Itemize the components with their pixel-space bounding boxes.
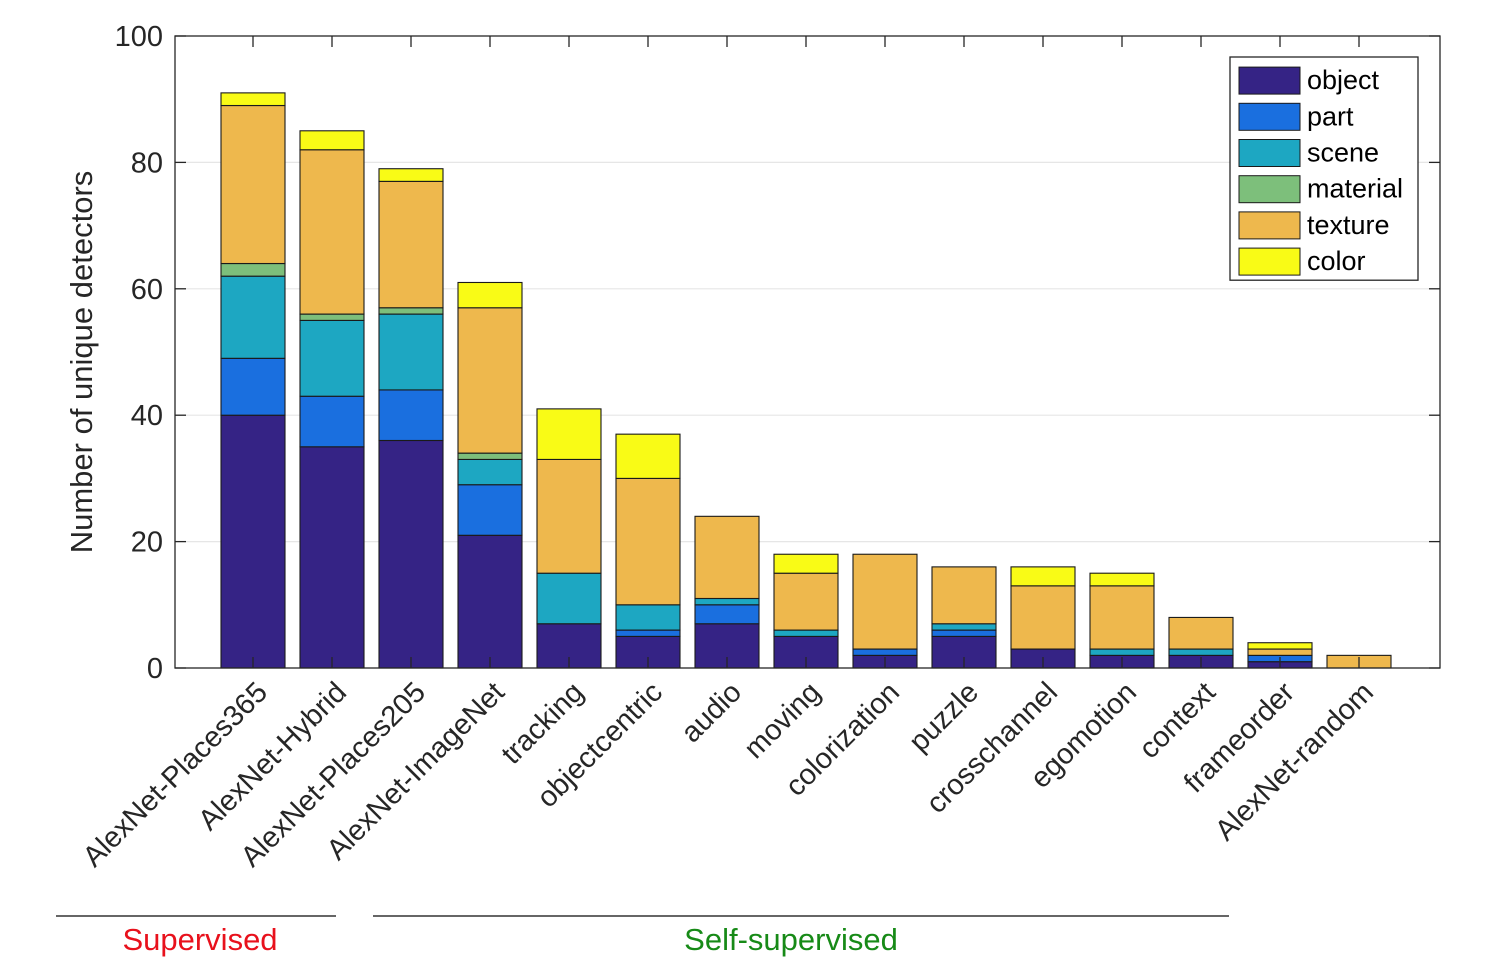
y-axis-title: Number of unique detectors	[64, 171, 99, 554]
bar-segment-part	[378, 389, 444, 442]
bar-segment-color	[615, 433, 681, 479]
legend-label-scene: scene	[1307, 138, 1379, 168]
bar-segment-material	[457, 452, 523, 460]
bar-stack	[1089, 572, 1155, 669]
axes	[174, 35, 1441, 669]
bar-stack	[1168, 616, 1234, 669]
bar-segment-texture	[378, 180, 444, 309]
bar-segment-scene	[615, 604, 681, 631]
legend-swatch-material	[1238, 175, 1301, 204]
bar-segment-texture	[852, 553, 918, 650]
bar-segment-object	[220, 414, 286, 669]
bar-segment-texture	[1089, 585, 1155, 650]
bar-segment-texture	[694, 515, 760, 600]
y-tick-label: 60	[131, 274, 163, 306]
bar-segment-scene	[536, 572, 602, 625]
group-label-supervised: Supervised	[122, 922, 277, 957]
bar-stack	[1010, 566, 1076, 669]
bar-segment-material	[220, 262, 286, 277]
bar-segment-color	[1089, 572, 1155, 587]
bar-segment-scene	[773, 629, 839, 637]
bar-segment-color	[299, 130, 365, 151]
bar-segment-part	[694, 604, 760, 625]
legend-swatch-scene	[1238, 139, 1301, 167]
bar-segment-texture	[1247, 648, 1313, 656]
bar-segment-part	[457, 484, 523, 536]
legend-label-color: color	[1307, 246, 1366, 276]
bar-segment-color	[536, 408, 602, 460]
y-tick-label: 0	[147, 653, 163, 685]
bar-segment-texture	[1168, 616, 1234, 650]
group-annotations: Supervised Self-supervised	[56, 915, 1229, 957]
bar-segment-part	[931, 629, 997, 637]
legend: object part scene material texture color	[1229, 56, 1419, 281]
bar-stack	[931, 566, 997, 669]
bar-segment-object	[378, 439, 444, 669]
bar-segment-scene	[378, 313, 444, 391]
bar-segment-color	[1247, 642, 1313, 650]
legend-label-object: object	[1307, 65, 1380, 95]
bar-stack	[299, 130, 365, 669]
bar-stack	[694, 515, 760, 669]
bar-segment-texture	[615, 477, 681, 606]
bar-segment-color	[378, 168, 444, 182]
bar-segment-texture	[299, 149, 365, 315]
bar-segment-texture	[457, 307, 523, 454]
legend-label-texture: texture	[1307, 210, 1390, 240]
plot-frame	[174, 35, 1441, 669]
bar-segment-object	[299, 446, 365, 669]
bar-segment-color	[1010, 566, 1076, 587]
bar-segment-texture	[1010, 585, 1076, 650]
bar-segment-texture	[773, 572, 839, 631]
bar-segment-part	[220, 357, 286, 416]
bar-segment-color	[773, 553, 839, 574]
bar-segment-scene	[694, 597, 760, 606]
bar-segment-object	[457, 534, 523, 669]
legend-swatch-part	[1238, 102, 1301, 131]
group-label-self-supervised: Self-supervised	[684, 922, 898, 957]
legend-swatch-texture	[1238, 211, 1301, 240]
bar-stack	[378, 168, 444, 669]
bar-segment-scene	[931, 623, 997, 631]
legend-swatch-object	[1238, 66, 1301, 95]
y-tick-label: 80	[131, 147, 163, 179]
bar-segment-part	[299, 395, 365, 448]
bar-segment-scene	[299, 319, 365, 397]
bar-segment-material	[378, 307, 444, 315]
y-tick-label: 40	[131, 400, 163, 432]
legend-label-part: part	[1307, 101, 1354, 131]
bar-stack	[220, 92, 286, 669]
bar-segment-texture	[931, 566, 997, 625]
bar-stack	[457, 281, 523, 669]
bar-segment-part	[615, 629, 681, 637]
bars	[220, 92, 1392, 669]
bar-segment-material	[299, 313, 365, 321]
bar-segment-scene	[220, 275, 286, 359]
bar-segment-scene	[1168, 648, 1234, 656]
bar-segment-scene	[1089, 648, 1155, 656]
bar-stack	[615, 433, 681, 669]
bar-segment-color	[457, 281, 523, 309]
y-tick-labels: 0 20 40 60 80 100	[115, 21, 163, 685]
y-tick-label: 20	[131, 527, 163, 559]
bar-segment-part	[852, 648, 918, 656]
bar-segment-scene	[457, 458, 523, 486]
legend-swatch-color	[1238, 247, 1301, 276]
bar-stack	[852, 553, 918, 669]
bar-segment-texture	[220, 104, 286, 265]
bar-stack	[773, 553, 839, 669]
y-tick-label: 100	[115, 21, 163, 53]
bar-stack	[536, 408, 602, 669]
legend-label-material: material	[1307, 174, 1403, 204]
bar-segment-color	[220, 92, 286, 107]
bar-segment-texture	[536, 458, 602, 574]
